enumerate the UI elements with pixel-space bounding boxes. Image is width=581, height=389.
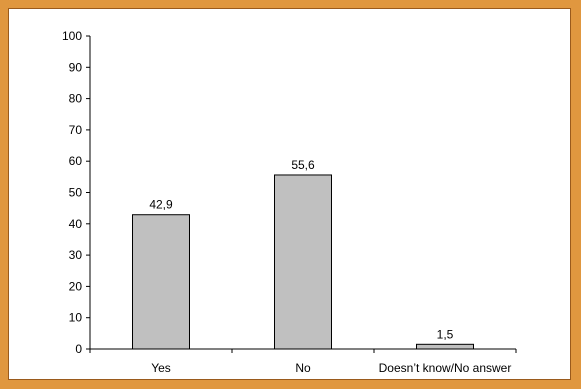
category-label: No: [295, 361, 311, 375]
y-tick-label: 70: [69, 123, 83, 137]
y-tick-label: 50: [69, 186, 83, 200]
y-tick-label: 60: [69, 154, 83, 168]
x-axis: Yes No Doesn’t know/No answer: [89, 348, 517, 375]
y-tick-label: 40: [69, 217, 83, 231]
data-labels: 42,9 55,6 1,5: [149, 158, 453, 341]
bar-2: [274, 174, 332, 350]
bar-value-label: 42,9: [149, 198, 173, 212]
category-label: Doesn’t know/No answer: [379, 361, 512, 375]
bar-3: [416, 343, 474, 350]
y-tick-label: 30: [69, 248, 83, 262]
y-tick-label: 10: [69, 311, 83, 325]
bars: [132, 174, 474, 350]
bar-value-label: 55,6: [291, 158, 315, 172]
category-label: Yes: [151, 361, 171, 375]
y-tick-label: 20: [69, 279, 83, 293]
y-tick-label: 100: [62, 29, 82, 43]
y-tick-label: 0: [75, 342, 82, 356]
bar-1: [132, 214, 190, 350]
y-tick-label: 80: [69, 92, 83, 106]
bar-value-label: 1,5: [437, 327, 454, 341]
y-tick-label: 90: [69, 60, 83, 74]
y-axis: 0 10 20 30 40 50 60 70 80 90 100: [62, 29, 91, 356]
